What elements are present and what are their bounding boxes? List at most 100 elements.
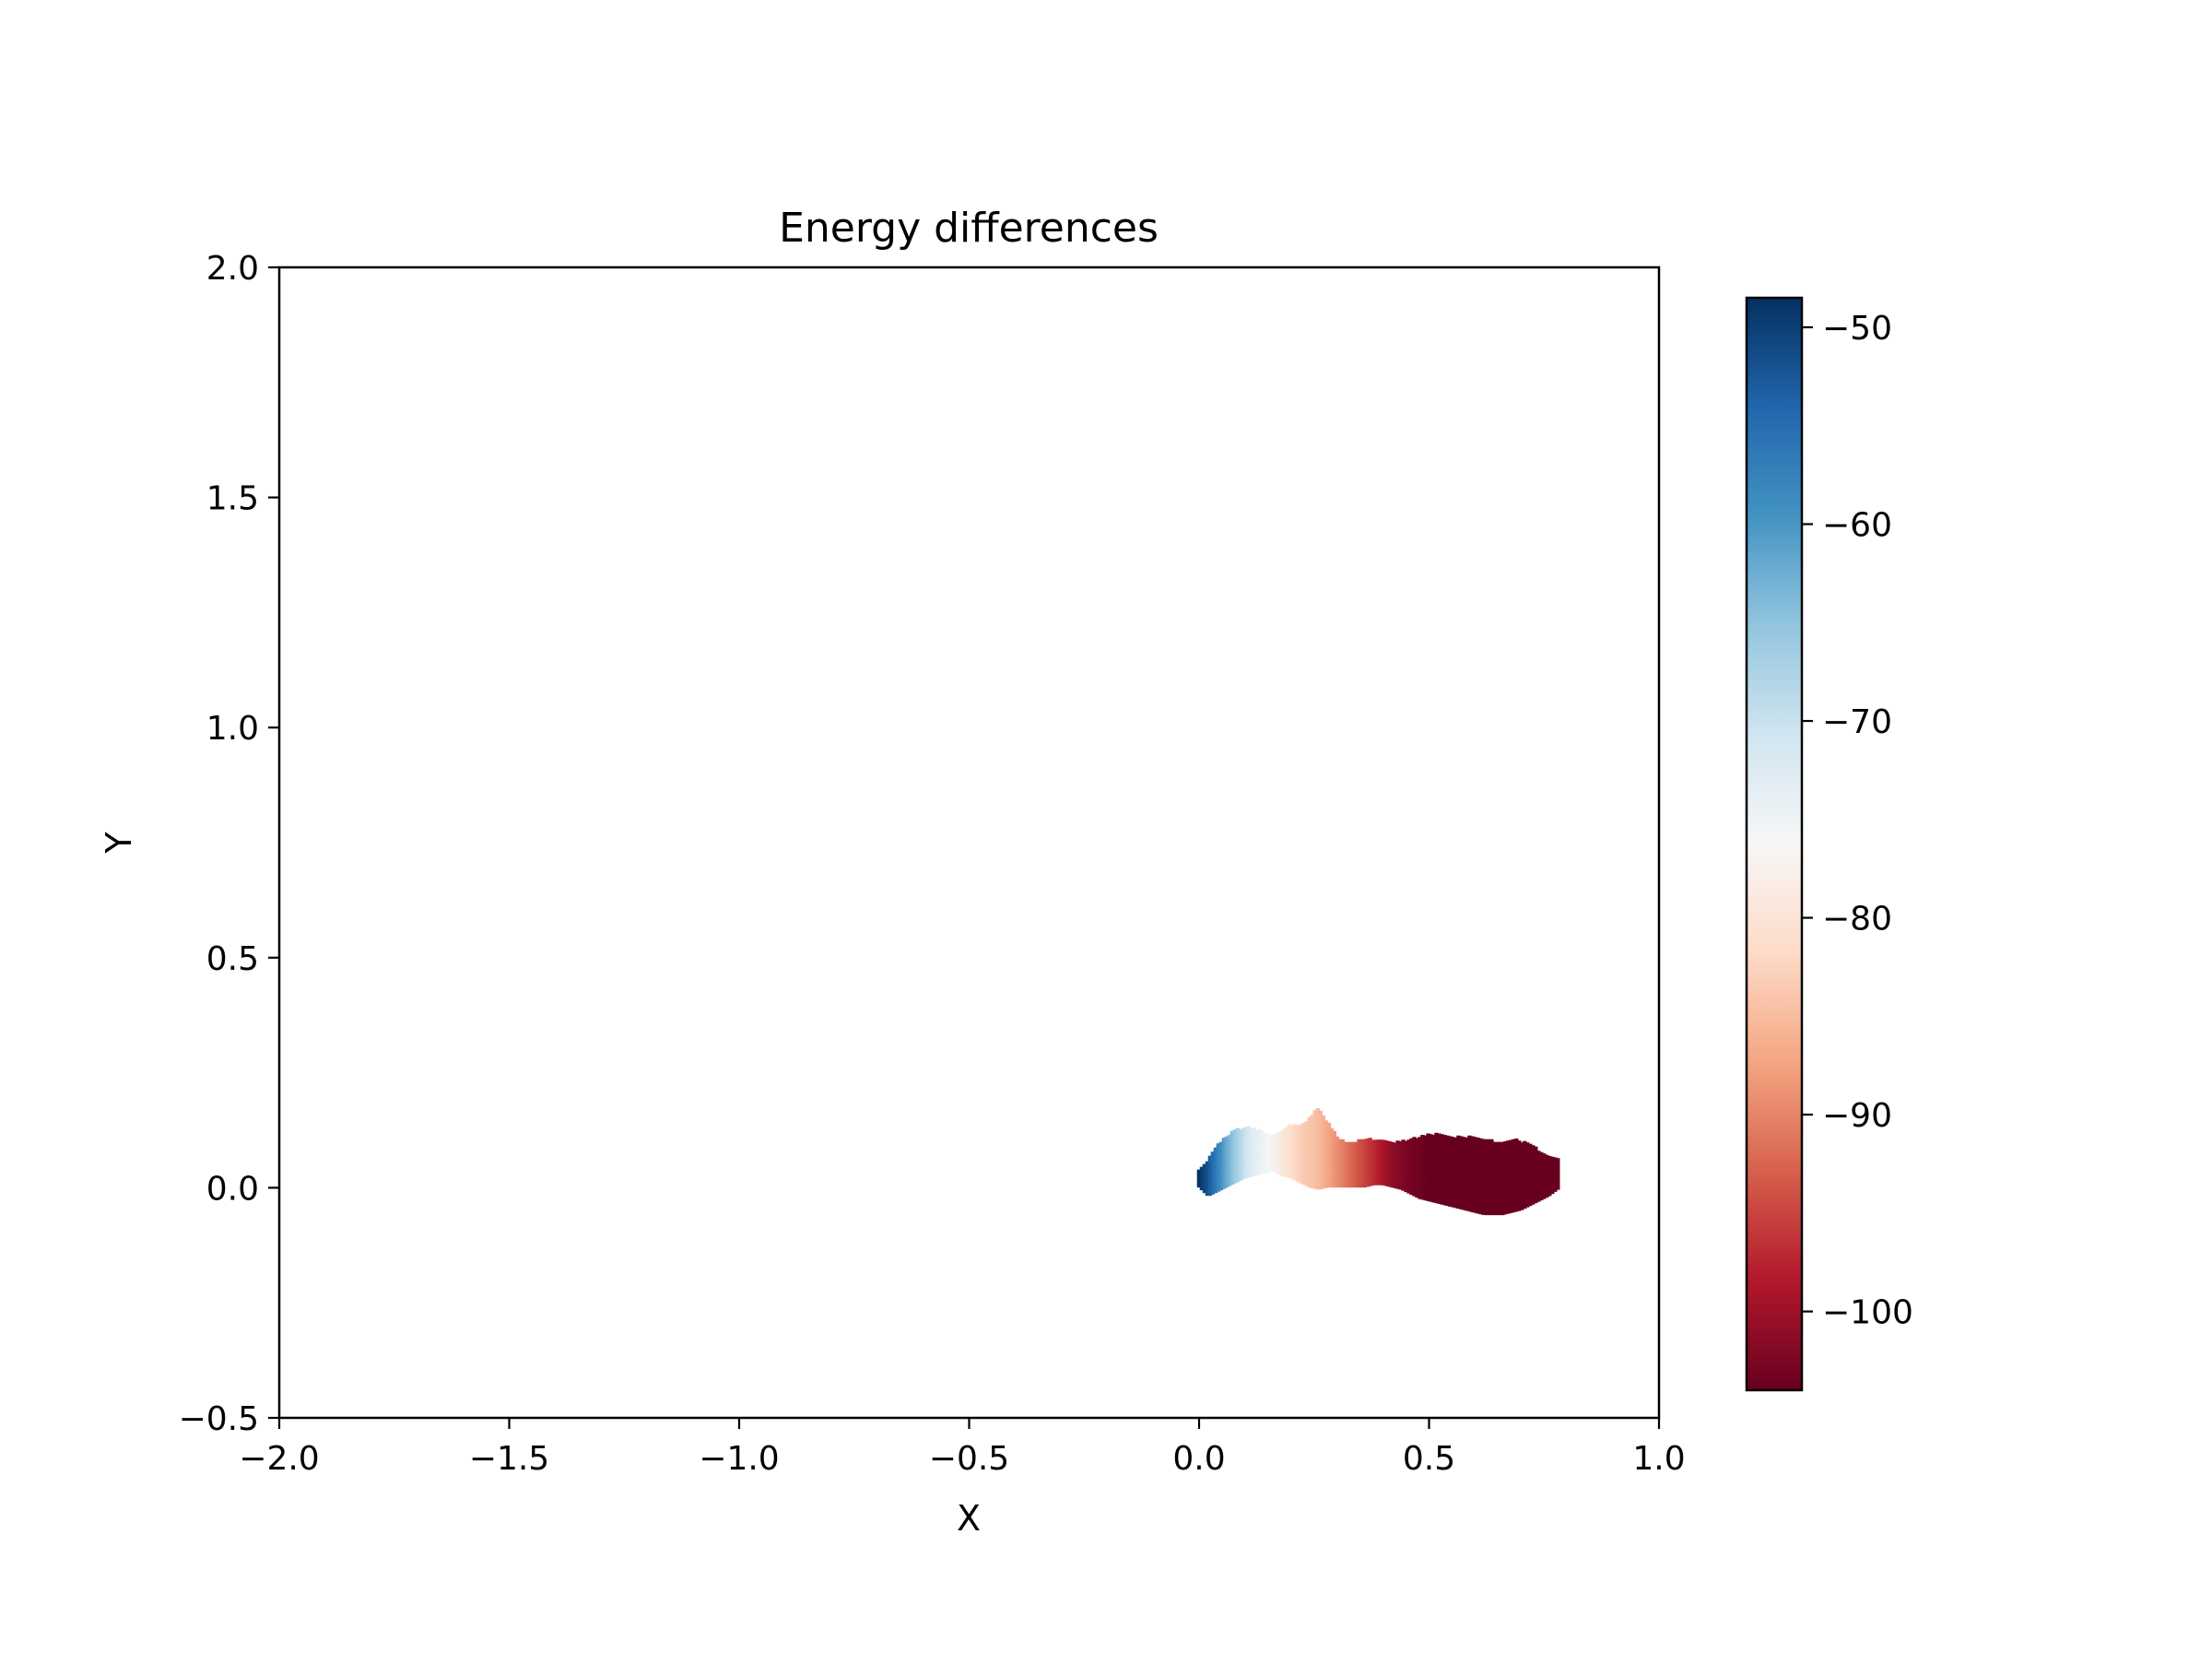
scatter-point — [1299, 1176, 1304, 1181]
scatter-point — [1343, 1180, 1347, 1186]
scatter-point — [1277, 1156, 1282, 1162]
scatter-point — [1326, 1127, 1331, 1133]
scatter-point — [1371, 1181, 1375, 1186]
scatter-point — [1420, 1162, 1425, 1167]
scatter-point — [1492, 1152, 1497, 1158]
scatter-point — [1420, 1184, 1425, 1189]
scatter-point — [1257, 1151, 1263, 1156]
scatter-point — [1301, 1133, 1307, 1139]
scatter-point — [1431, 1186, 1436, 1192]
scatter-point — [1310, 1151, 1315, 1155]
scatter-point — [1429, 1148, 1433, 1152]
scatter-point — [1495, 1144, 1500, 1150]
scatter-point — [1299, 1135, 1304, 1139]
scatter-point — [1476, 1189, 1480, 1195]
scatter-point — [1304, 1143, 1310, 1148]
scatter-point — [1470, 1169, 1475, 1174]
scatter-point — [1440, 1192, 1444, 1197]
scatter-point — [1542, 1178, 1547, 1183]
scatter-point — [1315, 1168, 1320, 1174]
scatter-point — [1232, 1162, 1238, 1167]
scatter-point — [1243, 1157, 1249, 1162]
scatter-point — [1312, 1185, 1317, 1189]
scatter-point — [1340, 1180, 1345, 1186]
scatter-point — [1279, 1169, 1285, 1174]
scatter-point — [1445, 1149, 1450, 1154]
scatter-point — [1254, 1132, 1260, 1137]
scatter-point — [1500, 1169, 1505, 1174]
scatter-point — [1296, 1136, 1301, 1141]
scatter-point — [1288, 1174, 1293, 1178]
scatter-point — [1332, 1166, 1336, 1172]
scatter-point — [1418, 1153, 1422, 1158]
scatter-point — [1196, 1172, 1202, 1177]
scatter-point — [1318, 1157, 1323, 1162]
scatter-point — [1241, 1141, 1246, 1147]
scatter-point — [1520, 1164, 1524, 1169]
scatter-point — [1401, 1184, 1406, 1188]
scatter-point — [1246, 1137, 1252, 1142]
scatter-point — [1346, 1144, 1350, 1150]
scatter-point — [1288, 1160, 1293, 1164]
scatter-point — [1304, 1151, 1310, 1156]
scatter-point — [1365, 1149, 1370, 1154]
scatter-point — [1517, 1157, 1522, 1162]
scatter-point — [1445, 1157, 1450, 1162]
scatter-point — [1506, 1193, 1511, 1198]
scatter-point — [1202, 1183, 1207, 1188]
scatter-point — [1467, 1171, 1472, 1176]
scatter-point — [1238, 1135, 1243, 1139]
scatter-point — [1459, 1191, 1464, 1196]
scatter-point — [1498, 1197, 1502, 1202]
scatter-point — [1384, 1157, 1389, 1162]
scatter-point — [1216, 1165, 1221, 1170]
scatter-point — [1301, 1152, 1307, 1158]
x-tick-label: −1.5 — [469, 1440, 549, 1478]
scatter-point — [1299, 1162, 1304, 1167]
scatter-point — [1335, 1158, 1339, 1163]
scatter-point — [1514, 1143, 1519, 1149]
scatter-point — [1293, 1171, 1299, 1175]
scatter-point — [1434, 1154, 1439, 1160]
scatter-point — [1478, 1207, 1483, 1212]
scatter-point — [1359, 1163, 1364, 1169]
scatter-point — [1506, 1151, 1511, 1156]
scatter-point — [1260, 1150, 1265, 1155]
scatter-point — [1368, 1149, 1372, 1153]
scatter-point — [1420, 1134, 1425, 1139]
scatter-point — [1489, 1174, 1494, 1180]
scatter-point — [1312, 1135, 1317, 1139]
scatter-point — [1539, 1179, 1544, 1185]
scatter-point — [1335, 1180, 1339, 1186]
scatter-point — [1431, 1195, 1436, 1200]
scatter-point — [1473, 1206, 1477, 1210]
scatter-point — [1332, 1172, 1336, 1177]
scatter-point — [1470, 1208, 1475, 1212]
scatter-point — [1321, 1127, 1325, 1131]
scatter-points-layer — [1196, 1108, 1560, 1216]
scatter-point — [1431, 1139, 1436, 1145]
scatter-point — [1498, 1147, 1502, 1152]
scatter-point — [1335, 1147, 1339, 1152]
scatter-point — [1285, 1153, 1290, 1159]
scatter-point — [1440, 1139, 1444, 1144]
scatter-point — [1415, 1157, 1419, 1162]
scatter-point — [1523, 1146, 1527, 1151]
scatter-point — [1321, 1129, 1325, 1134]
scatter-point — [1241, 1166, 1246, 1172]
scatter-point — [1536, 1184, 1541, 1188]
scatter-point — [1296, 1144, 1301, 1150]
scatter-point — [1401, 1167, 1406, 1172]
scatter-point — [1268, 1156, 1274, 1162]
scatter-point — [1321, 1121, 1325, 1126]
scatter-point — [1476, 1195, 1480, 1200]
scatter-point — [1451, 1148, 1455, 1152]
scatter-point — [1440, 1189, 1444, 1194]
scatter-point — [1484, 1169, 1488, 1174]
scatter-point — [1265, 1132, 1271, 1137]
scatter-point — [1315, 1162, 1320, 1168]
scatter-point — [1415, 1140, 1419, 1146]
scatter-point — [1315, 1179, 1320, 1185]
scatter-point — [1359, 1161, 1364, 1166]
scatter-point — [1324, 1123, 1328, 1127]
